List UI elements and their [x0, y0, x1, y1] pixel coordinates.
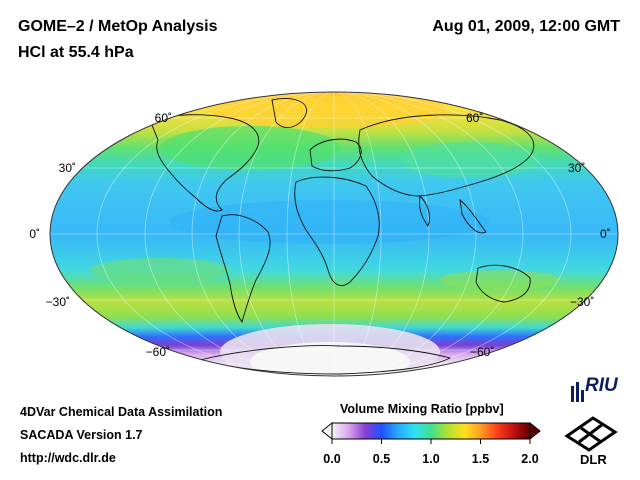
colorbar-low-arrow [321, 421, 333, 441]
footer-version: SACADA Version 1.7 [20, 428, 143, 442]
colorbar-title: Volume Mixing Ratio [ppbv] [340, 402, 504, 416]
latitude-labels-right: 60˚ 30˚ 0˚ −30˚ −60˚ [466, 111, 611, 359]
colorbar-high-arrow [529, 421, 541, 441]
world-map: 60˚ 30˚ 0˚ −30˚ −60˚ 60˚ 30˚ 0˚ −30˚ −60… [29, 91, 619, 377]
map-outline [49, 91, 619, 377]
lat-label-0-right: 0˚ [600, 227, 611, 241]
colorbar-bar [331, 422, 531, 440]
colorbar-tick-label: 2.0 [521, 452, 539, 466]
colorbar-tick-label: 1.5 [471, 452, 490, 466]
dlr-logo-icon [564, 416, 618, 452]
colorbar-tick-label: 0.5 [372, 452, 391, 466]
colorbar-tick-label: 0.0 [323, 452, 341, 466]
colorbar-ticks [331, 439, 531, 444]
dlr-logo-text: DLR [580, 452, 607, 467]
footer-assimilation: 4DVar Chemical Data Assimilation [20, 405, 223, 419]
lat-label-30-right: 30˚ [568, 161, 585, 175]
analysis-datetime: Aug 01, 2009, 12:00 GMT [432, 18, 620, 35]
page-title: GOME–2 / MetOp Analysis [18, 18, 218, 35]
riu-logo-icon [571, 382, 584, 402]
lat-label-60-left: 60˚ [155, 111, 172, 125]
lat-label-0-left: 0˚ [29, 227, 40, 241]
riu-logo-text: RIU [585, 375, 618, 396]
footer-url[interactable]: http://wdc.dlr.de [20, 451, 116, 465]
lat-label-60-right: 60˚ [466, 111, 483, 125]
lat-label-30-left: 30˚ [59, 161, 76, 175]
coastlines [149, 98, 535, 375]
colorbar-tick-label: 1.0 [422, 452, 440, 466]
lat-label-m30-right: −30˚ [570, 295, 594, 309]
species-subtitle: HCl at 55.4 hPa [18, 44, 134, 61]
lat-label-m60-left: −60˚ [146, 345, 170, 359]
lat-label-m60-right: −60˚ [470, 345, 494, 359]
latitude-labels-left: 60˚ 30˚ 0˚ −30˚ −60˚ [29, 111, 172, 359]
lat-label-m30-left: −30˚ [46, 295, 70, 309]
